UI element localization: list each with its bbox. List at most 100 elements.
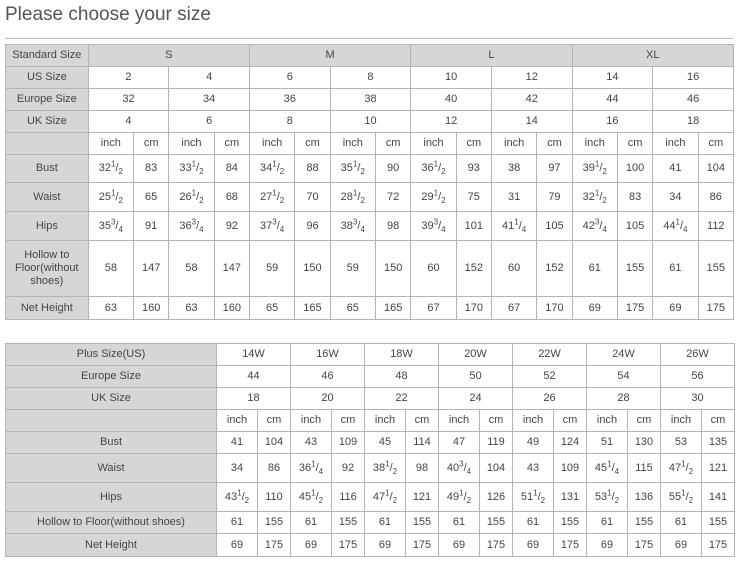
- measure-cell: 69: [586, 533, 628, 557]
- measure-cell: inch: [438, 409, 480, 432]
- measure-cell: 281/2: [329, 182, 376, 212]
- size-cell: 32: [87, 88, 170, 111]
- measure-cell: 393/4: [410, 211, 457, 241]
- row-label: Hips: [5, 211, 89, 241]
- measure-cell: 67: [410, 296, 457, 320]
- size-cell: 10: [329, 110, 412, 133]
- measure-cell: 90: [374, 154, 412, 183]
- table-row: Net Height 69 175 69 175 69 175 69 175 69 175 69 175…: [5, 533, 735, 557]
- measure-cell: 411/4: [490, 211, 538, 241]
- measure-cell: 110: [257, 482, 291, 512]
- measure-cell: 104: [697, 154, 735, 183]
- measure-cell: 160: [133, 296, 170, 320]
- row-label: Net Height: [5, 296, 89, 320]
- row-label: Hips: [5, 482, 217, 512]
- measure-cell: 65: [248, 296, 296, 320]
- standard-size-table: Standard Size S M L XL US Size 2 4 6 8 10 12 14 16 Eur…: [5, 44, 735, 320]
- measure-cell: 70: [294, 182, 331, 212]
- measure-cell: cm: [455, 132, 492, 155]
- measure-cell: 69: [290, 533, 332, 557]
- table-row: Europe Size 32 34 36 38 40 42 44 46: [5, 88, 734, 111]
- measure-cell: 381/2: [364, 453, 406, 483]
- measure-cell: inch: [512, 409, 554, 432]
- measure-cell: 331/2: [168, 154, 215, 183]
- row-label: Europe Size: [5, 365, 217, 388]
- table-row: Waist 34 86 361/4 92 381/2 98 403/4 104 43 109 451/…: [5, 453, 735, 483]
- measure-cell: cm: [616, 132, 654, 155]
- measure-cell: 69: [438, 533, 480, 557]
- size-cell: 6: [248, 66, 331, 89]
- measure-cell: 43: [290, 431, 332, 454]
- measure-cell: 341/2: [248, 154, 296, 183]
- size-cell: 42: [490, 88, 573, 111]
- size-cell: 52: [512, 365, 587, 388]
- measure-cell: 43: [512, 453, 554, 483]
- measure-cell: cm: [697, 132, 735, 155]
- measure-cell: 175: [697, 296, 735, 320]
- size-group-cell: L: [410, 44, 573, 67]
- size-cell: 16: [571, 110, 654, 133]
- measure-cell: 451/2: [290, 482, 332, 512]
- measure-cell: cm: [479, 409, 513, 432]
- size-cell: 10: [410, 66, 492, 89]
- measure-cell: 91: [133, 211, 170, 241]
- measure-cell: 61: [438, 511, 480, 534]
- measure-cell: 121: [701, 453, 735, 483]
- measure-cell: 88: [294, 154, 331, 183]
- size-cell: 14: [571, 66, 654, 89]
- measure-cell: 391/2: [571, 154, 618, 183]
- measure-cell: 114: [405, 431, 439, 454]
- measure-cell: 451/4: [586, 453, 628, 483]
- size-cell: 50: [438, 365, 513, 388]
- size-cell: 6: [168, 110, 250, 133]
- table-row: US Size 2 4 6 8 10 12 14 16: [5, 66, 734, 89]
- measure-cell: 130: [627, 431, 661, 454]
- table-row: Hollow to Floor(without shoes) 58 147 58 147…: [5, 240, 735, 297]
- size-cell: 28: [586, 387, 661, 410]
- measure-cell: 150: [294, 240, 331, 297]
- measure-cell: 351/2: [329, 154, 376, 183]
- size-cell: 38: [329, 88, 412, 111]
- measure-cell: 96: [294, 211, 331, 241]
- row-label: [5, 132, 89, 155]
- row-label: Bust: [5, 154, 89, 183]
- measure-cell: 67: [490, 296, 538, 320]
- measure-cell: 69: [512, 533, 554, 557]
- measure-cell: 63: [87, 296, 135, 320]
- row-label: Hollow to Floor(without shoes): [5, 240, 89, 297]
- size-cell: 46: [652, 88, 734, 111]
- measure-cell: 60: [490, 240, 538, 297]
- measure-cell: 155: [405, 511, 439, 534]
- measure-cell: 45: [364, 431, 406, 454]
- table-row: UK Size 4 6 8 10 12 14 16 18: [5, 110, 734, 133]
- size-cell: 16: [652, 66, 734, 89]
- measure-cell: 423/4: [571, 211, 618, 241]
- measure-cell: 383/4: [329, 211, 376, 241]
- size-cell: 8: [248, 110, 331, 133]
- measure-cell: 59: [329, 240, 376, 297]
- measure-cell: 75: [455, 182, 492, 212]
- measure-cell: 321/2: [87, 154, 135, 183]
- table-row: Net Height 63 160 63 160 65 165 65 165 67 170 67 170…: [5, 296, 735, 320]
- size-cell: 48: [364, 365, 439, 388]
- measure-cell: cm: [133, 132, 170, 155]
- measure-cell: 135: [701, 431, 735, 454]
- size-cell: 22: [364, 387, 439, 410]
- measure-cell: 112: [697, 211, 735, 241]
- measure-cell: 61: [652, 240, 699, 297]
- measure-cell: 41: [652, 154, 699, 183]
- measure-cell: 69: [216, 533, 258, 557]
- measure-cell: 531/2: [586, 482, 628, 512]
- size-cell: 14W: [216, 343, 291, 366]
- measure-cell: 147: [213, 240, 250, 297]
- measure-cell: 58: [87, 240, 135, 297]
- measure-cell: 321/2: [571, 182, 618, 212]
- measure-cell: 131: [553, 482, 587, 512]
- measure-cell: 58: [168, 240, 215, 297]
- table-row: Hollow to Floor(without shoes) 61 155 61 155…: [5, 511, 735, 534]
- size-cell: 20: [290, 387, 365, 410]
- measure-cell: 155: [257, 511, 291, 534]
- measure-cell: 175: [405, 533, 439, 557]
- size-cell: 16W: [290, 343, 365, 366]
- measure-cell: 49: [512, 431, 554, 454]
